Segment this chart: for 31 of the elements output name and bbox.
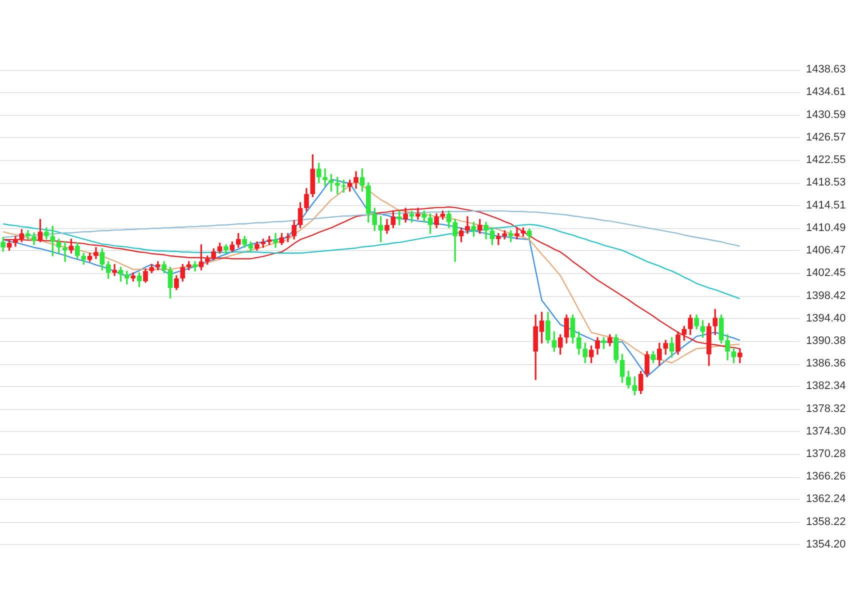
y-tick-label: 1410.49	[806, 222, 846, 234]
candlestick	[62, 242, 68, 262]
y-tick-label: 1386.36	[806, 358, 846, 370]
candlestick	[496, 233, 501, 245]
y-tick-label: 1382.34	[806, 380, 846, 392]
y-tick-label: 1398.42	[806, 290, 846, 302]
y-tick-label: 1422.55	[806, 154, 846, 166]
y-tick-label: 1378.32	[806, 402, 846, 415]
y-tick-label: 1426.57	[806, 131, 846, 144]
candlestick	[514, 227, 520, 240]
y-tick-label: 1394.40	[806, 312, 846, 324]
y-tick-label: 1362.24	[806, 493, 846, 506]
y-tick-label: 1366.26	[806, 470, 846, 483]
candlestick	[192, 261, 198, 272]
y-tick-label: 1438.63	[806, 64, 846, 76]
y-tick-label: 1370.28	[806, 448, 846, 460]
y-tick-label: 1374.30	[806, 425, 846, 438]
candlestick	[335, 176, 340, 194]
candlestick	[322, 168, 328, 186]
y-tick-label: 1402.45	[806, 267, 846, 280]
y-tick-label: 1418.53	[806, 176, 846, 189]
candlestick	[112, 264, 117, 276]
y-tick-label: 1406.47	[806, 244, 846, 256]
y-tick-label: 1434.61	[806, 86, 846, 98]
y-tick-label: 1430.59	[806, 108, 846, 121]
y-tick-label: 1414.51	[806, 199, 846, 212]
y-tick-label: 1358.22	[806, 516, 846, 528]
y-tick-label: 1354.20	[806, 538, 846, 550]
y-tick-label: 1390.38	[806, 334, 846, 347]
candlestick	[465, 216, 470, 234]
candlestick	[273, 233, 278, 248]
